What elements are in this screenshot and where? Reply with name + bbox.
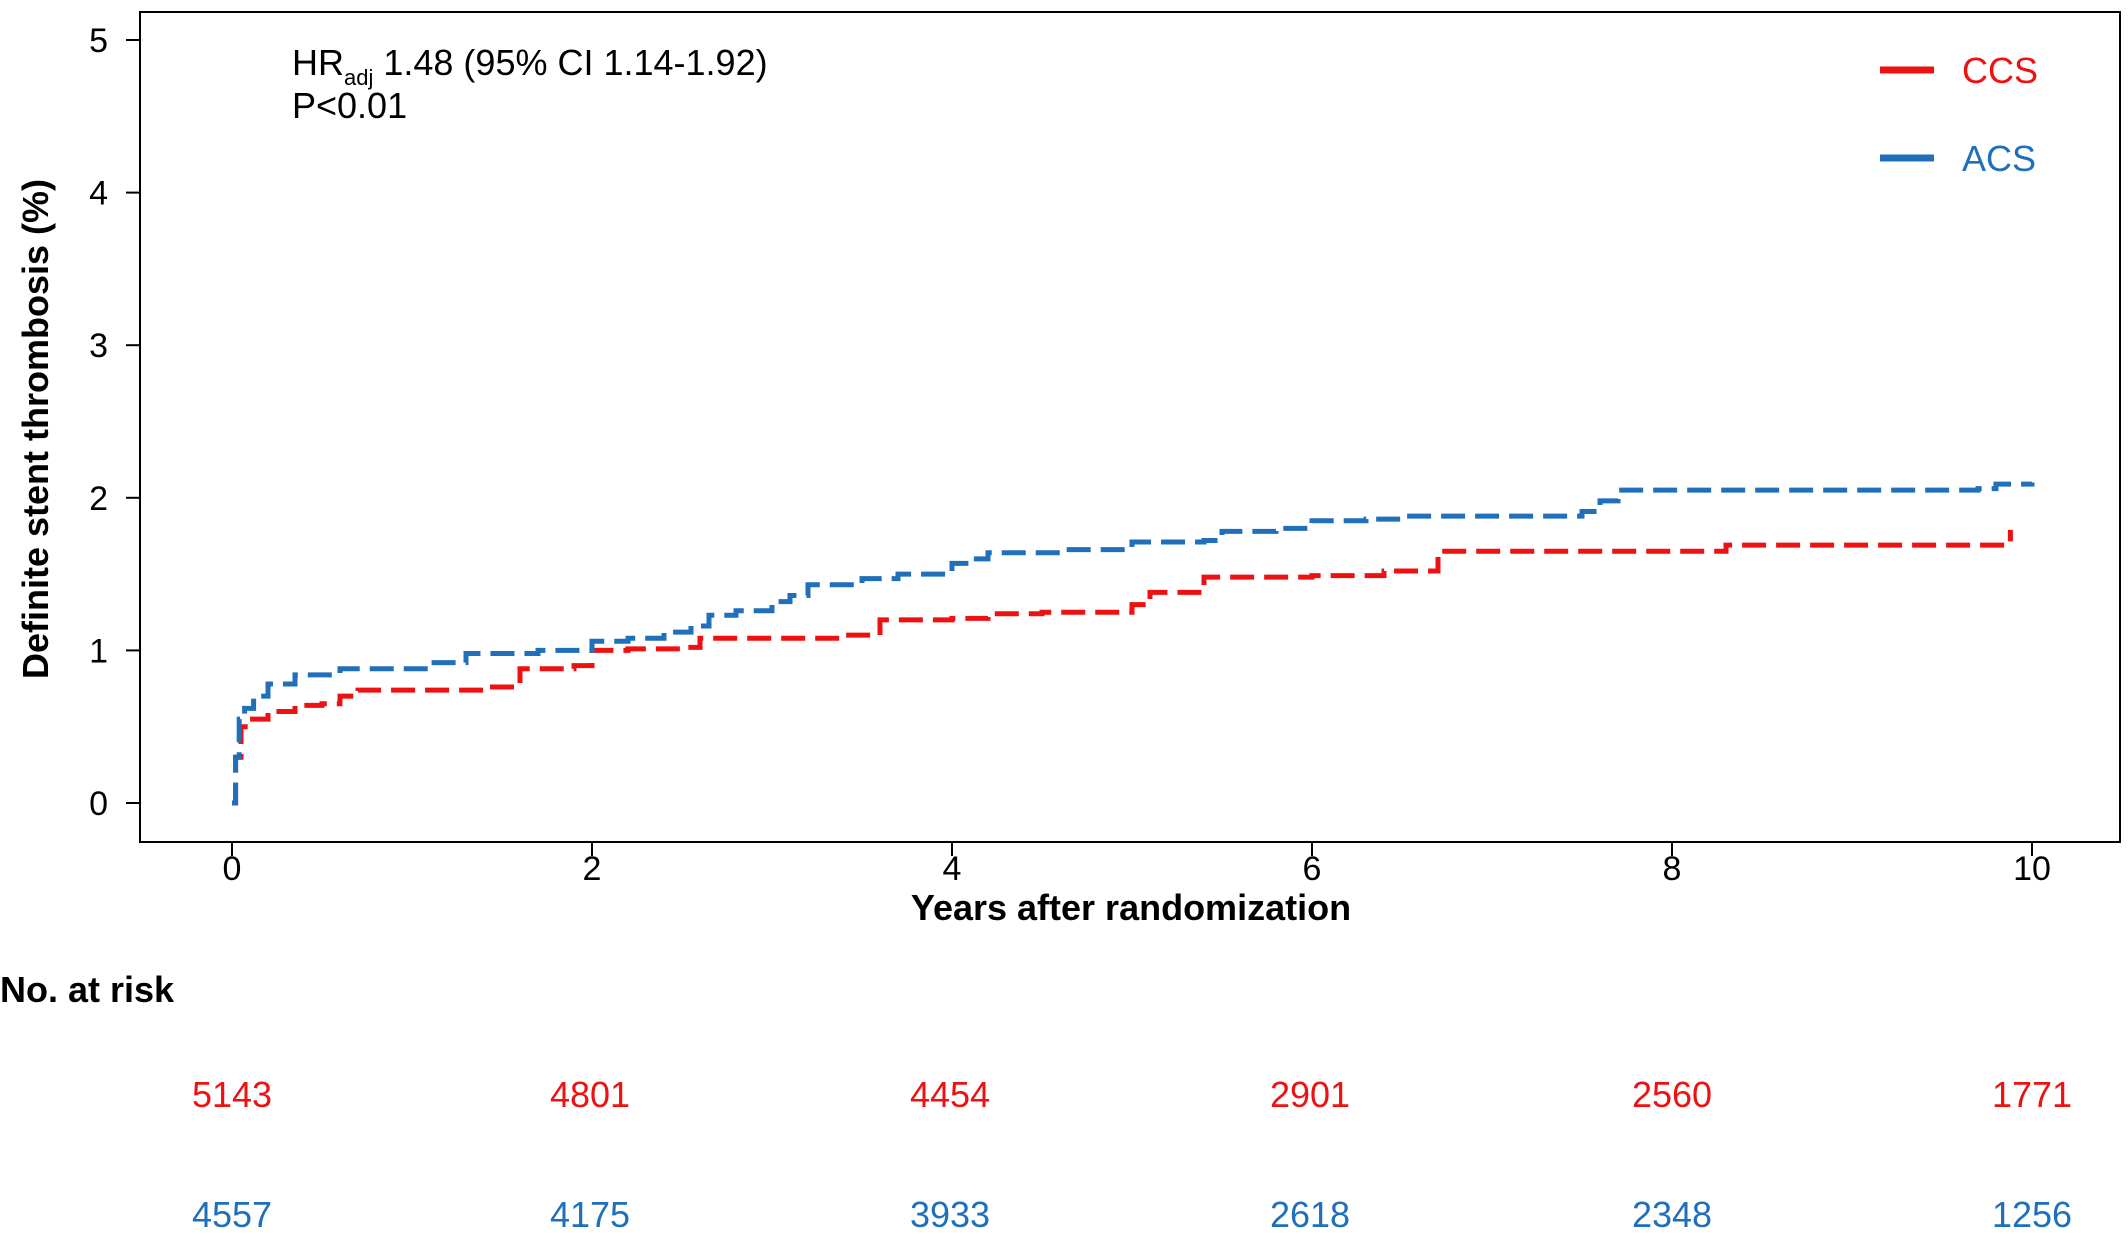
risk-value-ccs: 4801 bbox=[550, 1074, 630, 1115]
hr-annotation: HRadj 1.48 (95% CI 1.14-1.92) bbox=[292, 42, 768, 90]
risk-value-ccs: 1771 bbox=[1992, 1074, 2072, 1115]
y-tick-label: 5 bbox=[89, 22, 108, 60]
y-axis-ticks: 0 1 2 3 4 5 bbox=[89, 22, 140, 823]
p-value-annotation: P<0.01 bbox=[292, 85, 407, 126]
series-line-ccs bbox=[232, 529, 2013, 806]
x-tick-label: 4 bbox=[943, 850, 962, 888]
y-tick-label: 4 bbox=[89, 175, 108, 213]
x-axis-title: Years after randomization bbox=[911, 887, 1351, 928]
y-tick-label: 1 bbox=[89, 632, 108, 670]
hr-value: 1.48 (95% CI 1.14-1.92) bbox=[373, 42, 767, 83]
hr-label: HR bbox=[292, 42, 344, 83]
risk-value-acs: 1256 bbox=[1992, 1194, 2072, 1235]
risk-value-ccs: 5143 bbox=[192, 1074, 272, 1115]
hr-subscript: adj bbox=[344, 65, 373, 90]
y-tick-label: 0 bbox=[89, 785, 108, 823]
risk-table-title: No. at risk bbox=[0, 969, 175, 1010]
risk-value-ccs: 4454 bbox=[910, 1074, 990, 1115]
legend-label-acs: ACS bbox=[1962, 138, 2036, 179]
x-tick-label: 8 bbox=[1663, 850, 1682, 888]
legend-label-ccs: CCS bbox=[1962, 50, 2038, 91]
legend: CCS ACS bbox=[1880, 50, 2038, 179]
x-tick-label: 6 bbox=[1303, 850, 1322, 888]
x-tick-label: 2 bbox=[583, 850, 602, 888]
risk-value-acs: 3933 bbox=[910, 1194, 990, 1235]
x-tick-label: 10 bbox=[2013, 850, 2051, 888]
x-tick-label: 0 bbox=[223, 850, 242, 888]
y-axis-title: Definite stent thrombosis (%) bbox=[15, 179, 56, 679]
risk-table: 5143 4801 4454 2901 2560 1771 4557 4175 3933 2618… bbox=[192, 1074, 2072, 1235]
series-layer bbox=[232, 481, 2035, 806]
plot-frame bbox=[139, 11, 2121, 843]
series-line-acs bbox=[232, 481, 2035, 806]
risk-value-acs: 2348 bbox=[1632, 1194, 1712, 1235]
risk-value-acs: 4557 bbox=[192, 1194, 272, 1235]
risk-value-acs: 2618 bbox=[1270, 1194, 1350, 1235]
y-tick-label: 2 bbox=[89, 480, 108, 518]
risk-value-acs: 4175 bbox=[550, 1194, 630, 1235]
risk-value-ccs: 2560 bbox=[1632, 1074, 1712, 1115]
y-tick-label: 3 bbox=[89, 327, 108, 365]
risk-value-ccs: 2901 bbox=[1270, 1074, 1350, 1115]
x-axis-ticks: 0 2 4 6 8 10 bbox=[223, 842, 2051, 888]
